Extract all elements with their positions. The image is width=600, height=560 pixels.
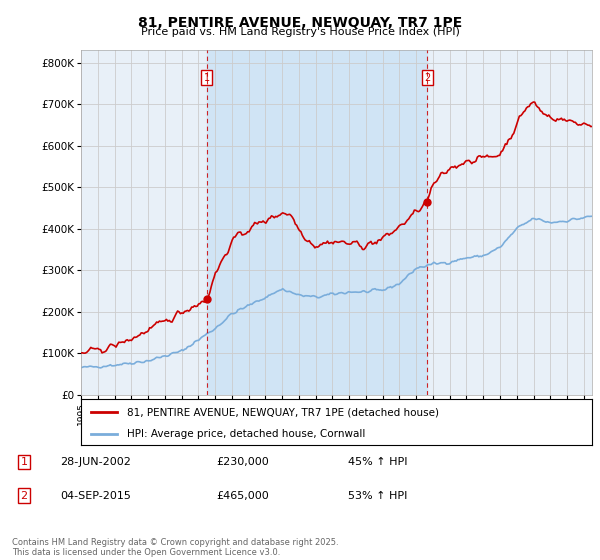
Text: 28-JUN-2002: 28-JUN-2002 [60, 457, 131, 467]
Text: £230,000: £230,000 [216, 457, 269, 467]
Text: 1: 1 [20, 457, 28, 467]
Text: 1: 1 [203, 73, 210, 83]
Text: 2: 2 [424, 73, 431, 83]
Text: Contains HM Land Registry data © Crown copyright and database right 2025.
This d: Contains HM Land Registry data © Crown c… [12, 538, 338, 557]
Text: Price paid vs. HM Land Registry's House Price Index (HPI): Price paid vs. HM Land Registry's House … [140, 27, 460, 37]
Text: HPI: Average price, detached house, Cornwall: HPI: Average price, detached house, Corn… [127, 429, 365, 438]
Text: £465,000: £465,000 [216, 491, 269, 501]
Text: 53% ↑ HPI: 53% ↑ HPI [348, 491, 407, 501]
Text: 04-SEP-2015: 04-SEP-2015 [60, 491, 131, 501]
Text: 81, PENTIRE AVENUE, NEWQUAY, TR7 1PE (detached house): 81, PENTIRE AVENUE, NEWQUAY, TR7 1PE (de… [127, 407, 439, 417]
Text: 2: 2 [20, 491, 28, 501]
Text: 81, PENTIRE AVENUE, NEWQUAY, TR7 1PE: 81, PENTIRE AVENUE, NEWQUAY, TR7 1PE [138, 16, 462, 30]
Text: 45% ↑ HPI: 45% ↑ HPI [348, 457, 407, 467]
Bar [207, 50, 427, 395]
